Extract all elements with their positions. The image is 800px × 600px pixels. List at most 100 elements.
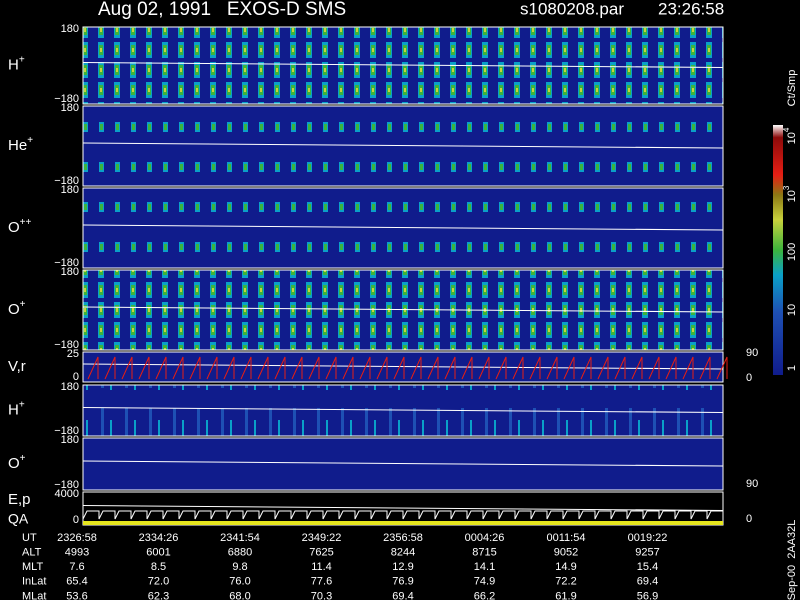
row-value: 6880 <box>228 547 252 559</box>
sawtooth <box>223 356 235 380</box>
sawtooth <box>87 356 99 380</box>
qa-bar <box>83 521 723 525</box>
row-value: 56.9 <box>637 590 658 600</box>
row-value: 14.9 <box>555 561 576 573</box>
row-value: 4993 <box>65 547 89 559</box>
row-value: 69.4 <box>392 590 413 600</box>
sawtooth <box>359 356 371 380</box>
panel-label: O+ <box>8 453 26 472</box>
sawtooth <box>155 356 167 380</box>
sawtooth <box>563 356 575 380</box>
y-tick-label: −180 <box>54 175 79 187</box>
row-value: 66.2 <box>474 590 495 600</box>
label-text: V,r <box>8 358 26 375</box>
sawtooth <box>274 356 286 380</box>
row-value: 15.4 <box>637 561 658 573</box>
row-label: MLat <box>22 590 46 600</box>
step-trace <box>82 510 724 520</box>
sawtooth <box>529 356 541 380</box>
row-value: 2349:22 <box>302 532 342 544</box>
row-value: 2326:58 <box>57 532 97 544</box>
tick-base: 10 <box>786 132 798 144</box>
row-value: 74.9 <box>474 576 495 588</box>
tick-base: 10 <box>786 190 798 202</box>
sawtooth <box>444 356 456 380</box>
row-value: 62.3 <box>148 590 169 600</box>
sawtooth <box>240 356 252 380</box>
panel-label: H+ <box>8 399 25 418</box>
row-value: 11.4 <box>311 561 332 573</box>
trace <box>82 460 724 467</box>
panel-label: O++ <box>8 217 32 236</box>
trace <box>82 306 724 313</box>
row-label: ALT <box>22 547 42 559</box>
row-value: 76.0 <box>229 576 250 588</box>
row-value: 7625 <box>309 547 333 559</box>
tick-exp: 3 <box>782 185 791 190</box>
colorbar-tick: 1 <box>786 365 798 371</box>
row-value: 68.0 <box>229 590 250 600</box>
row-label: UT <box>22 532 37 544</box>
row-value: 2341:54 <box>220 532 260 544</box>
y-tick-label: 180 <box>61 184 79 196</box>
sawtooth <box>308 356 320 380</box>
label-text: He <box>8 137 27 154</box>
y2-tick-label: 90 <box>746 478 758 490</box>
label-text: O <box>8 455 20 472</box>
sawtooth <box>512 356 524 380</box>
label-text: O <box>8 301 20 318</box>
row-value: 2356:58 <box>383 532 423 544</box>
trace <box>82 224 724 231</box>
sawtooth <box>257 356 269 380</box>
row-value: 9.8 <box>232 561 247 573</box>
row-value: 12.9 <box>392 561 413 573</box>
label-sup: ++ <box>20 217 32 228</box>
colorbar-unit: Ct/Smp <box>786 70 798 107</box>
sawtooth <box>427 356 439 380</box>
y-tick-label: 4000 <box>55 488 79 500</box>
y-tick-label: 0 <box>73 514 79 526</box>
sawtooth <box>121 356 133 380</box>
row-value: 61.9 <box>555 590 576 600</box>
label-sup: + <box>19 54 25 65</box>
label-sup: + <box>19 399 25 410</box>
row-value: 76.9 <box>392 576 413 588</box>
sawtooth <box>495 356 507 380</box>
y-tick-label: 180 <box>61 23 79 35</box>
sawtooth <box>325 356 337 380</box>
row-value: 14.1 <box>474 561 495 573</box>
row-value: 0004:26 <box>465 532 505 544</box>
trace <box>82 363 724 370</box>
panel-label: E,p <box>8 491 31 508</box>
label-text: E,p <box>8 491 31 508</box>
y2-tick-label: 90 <box>746 347 758 359</box>
file-name: s1080208.par <box>520 0 624 18</box>
sawtooth <box>614 356 626 380</box>
label-text: H <box>8 56 19 73</box>
row-value: 8.5 <box>151 561 166 573</box>
sawtooth <box>104 356 116 380</box>
row-value: 72.2 <box>555 576 576 588</box>
trace <box>82 62 724 68</box>
sawtooth <box>172 356 184 380</box>
trace <box>82 407 724 413</box>
row-value: 0019:22 <box>628 532 668 544</box>
colorbar-tick: 100 <box>786 243 798 261</box>
y-tick-label: 180 <box>61 266 79 278</box>
row-value: 0011:54 <box>547 532 586 544</box>
y-tick-label: −180 <box>54 479 79 491</box>
sawtooth <box>138 356 150 380</box>
row-value: 77.6 <box>311 576 332 588</box>
y-tick-label: 180 <box>61 102 79 114</box>
tick-base: 10 <box>786 304 798 316</box>
row-value: 6001 <box>146 547 170 559</box>
y-tick-label: −180 <box>54 425 79 437</box>
y-tick-label: −180 <box>54 93 79 105</box>
y-tick-label: 25 <box>67 348 79 360</box>
trace <box>82 142 724 149</box>
tick-exp: 4 <box>782 127 791 132</box>
sawtooth <box>682 356 694 380</box>
row-value: 8244 <box>391 547 415 559</box>
panel-label: O+ <box>8 299 26 318</box>
label-text: H <box>8 401 19 418</box>
